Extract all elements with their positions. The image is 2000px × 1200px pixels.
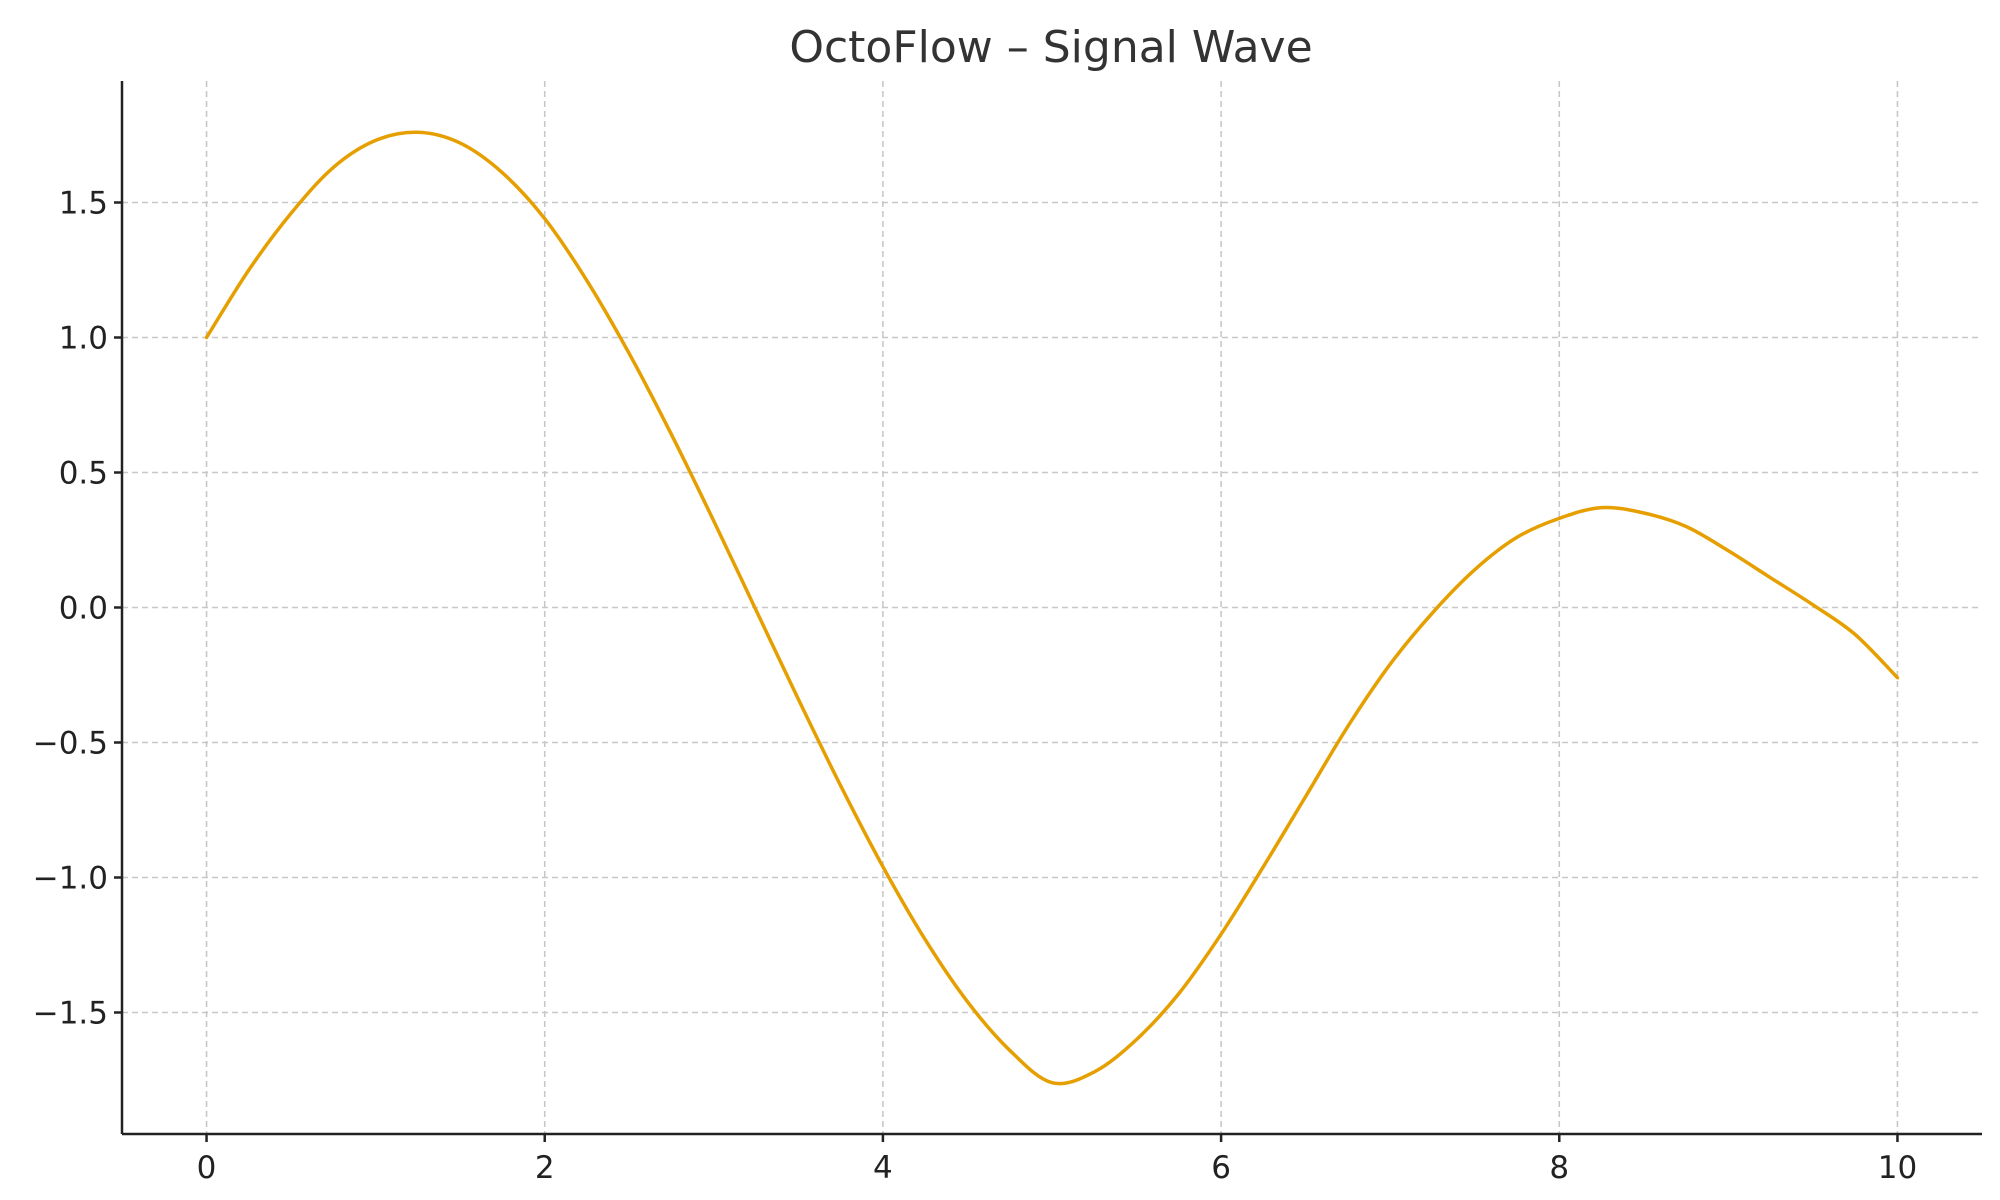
y-tick-label: 1.5 (59, 186, 108, 222)
tick-layer: 0 2 4 6 8 10 1.5 1.0 0.5 0.0 −0.5 −1.0 −1.5 (33, 186, 1917, 1187)
x-tick-label: 0 (197, 1150, 217, 1186)
series-layer (204, 130, 1900, 1086)
y-tick-label: −0.5 (33, 726, 108, 762)
y-tick-label: −1.5 (33, 996, 108, 1032)
x-tick-label: 10 (1878, 1150, 1917, 1186)
y-tick-label: 0.0 (59, 591, 108, 627)
chart-title: OctoFlow – Signal Wave (789, 22, 1312, 73)
x-tick-label: 6 (1211, 1150, 1231, 1186)
x-tick-label: 2 (535, 1150, 555, 1186)
x-tick-label: 8 (1549, 1150, 1569, 1186)
y-tick-label: 0.5 (59, 456, 108, 492)
signal-wave-line (204, 130, 1900, 1086)
x-tick-label: 4 (873, 1150, 893, 1186)
y-tick-label: −1.0 (33, 861, 108, 897)
grid-layer (122, 81, 1982, 1134)
y-tick-label: 1.0 (59, 321, 108, 357)
